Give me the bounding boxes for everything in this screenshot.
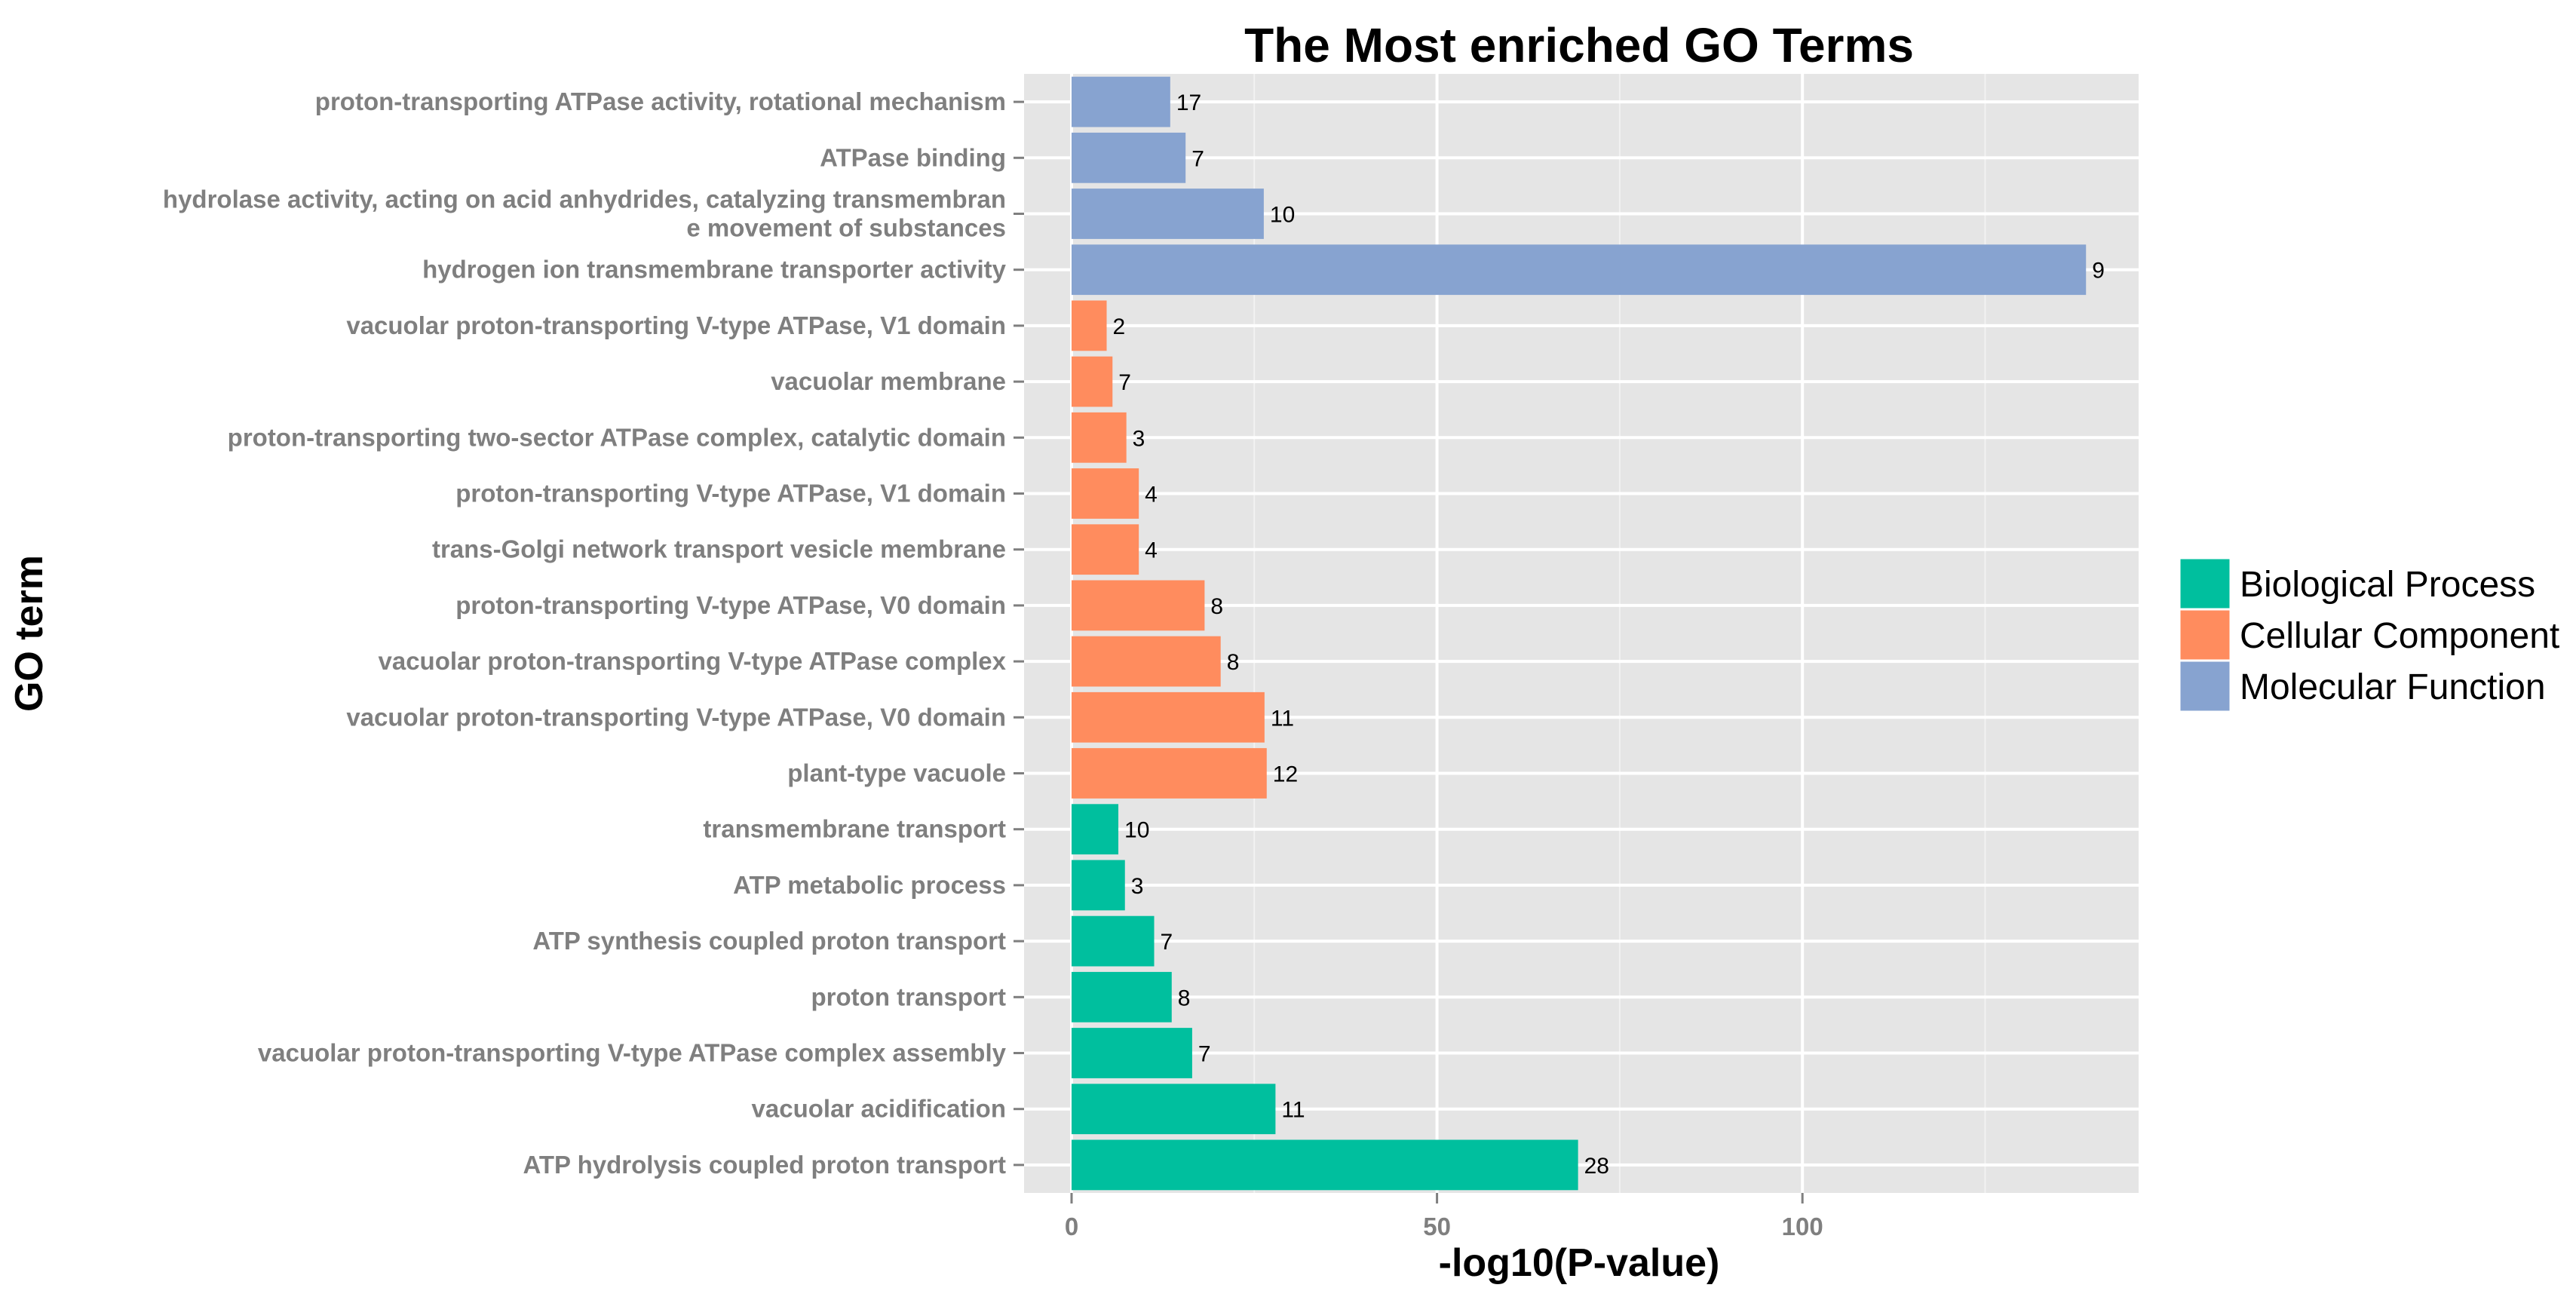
category-label: transmembrane transport — [703, 815, 1006, 843]
category-label-line: hydrolase activity, acting on acid anhyd… — [163, 186, 1006, 213]
category-label: plant-type vacuole — [787, 759, 1006, 787]
y-axis-title: GO term — [8, 555, 51, 712]
legend: Biological Process Cellular Component Mole… — [2178, 557, 2559, 713]
bar — [1071, 1139, 1578, 1191]
count-label: 28 — [1584, 1154, 1609, 1179]
bar — [1071, 356, 1113, 407]
count-label: 11 — [1271, 706, 1294, 731]
count-label: 7 — [1198, 1042, 1211, 1067]
bar — [1071, 915, 1155, 967]
x-tick-label: 100 — [1782, 1213, 1823, 1240]
category-label: vacuolar proton-transporting V-type ATPa… — [346, 311, 1006, 339]
plot-panel — [1024, 74, 2139, 1193]
category-label: vacuolar proton-transporting V-type ATPa… — [379, 647, 1007, 675]
x-tick-label: 0 — [1065, 1213, 1078, 1240]
legend-label: Molecular Function — [2240, 667, 2546, 707]
x-tick-label: 50 — [1423, 1213, 1451, 1240]
count-label: 3 — [1133, 426, 1145, 451]
category-label: vacuolar acidification — [752, 1095, 1006, 1123]
count-label: 8 — [1178, 986, 1191, 1010]
legend-key — [2178, 557, 2232, 611]
category-label: vacuolar proton-transporting V-type ATPa… — [258, 1039, 1007, 1067]
legend-label: Cellular Component — [2240, 616, 2559, 656]
count-label: 11 — [1281, 1098, 1305, 1123]
category-label: vacuolar proton-transporting V-type ATPa… — [346, 703, 1006, 731]
count-label: 8 — [1210, 594, 1223, 619]
bar — [1071, 300, 1107, 351]
category-label: proton-transporting two-sector ATPase co… — [228, 423, 1006, 451]
category-label: ATP hydrolysis coupled proton transport — [523, 1151, 1006, 1179]
count-label: 2 — [1113, 314, 1126, 339]
category-label: proton-transporting V-type ATPase, V0 do… — [455, 591, 1006, 619]
bar — [1071, 132, 1186, 183]
x-axis-title: -log10(P-value) — [1439, 1241, 1720, 1285]
category-labels: proton-transporting ATPase activity, rot… — [163, 87, 1024, 1179]
category-label: trans-Golgi network transport vesicle me… — [432, 535, 1006, 563]
category-label: hydrolase activity, acting on acid anhyd… — [163, 186, 1006, 242]
category-label: hydrogen ion transmembrane transporter a… — [422, 256, 1007, 284]
bar — [1071, 76, 1170, 127]
bar — [1071, 971, 1172, 1023]
bar-group — [1071, 76, 2087, 1191]
chart-title: The Most enriched GO Terms — [1244, 18, 1914, 72]
bar — [1071, 580, 1205, 631]
x-axis-ticks: 0 50 100 — [1065, 1193, 1823, 1240]
count-label: 12 — [1273, 762, 1298, 787]
count-label: 4 — [1145, 483, 1158, 507]
bar — [1071, 1084, 1276, 1135]
category-label: ATP synthesis coupled proton transport — [532, 927, 1006, 955]
category-label-line: e movement of substances — [686, 214, 1006, 242]
legend-key — [2178, 608, 2232, 662]
category-label: proton-transporting ATPase activity, rot… — [315, 87, 1006, 115]
count-label: 3 — [1131, 874, 1144, 899]
legend-key — [2178, 659, 2232, 713]
count-label: 17 — [1176, 90, 1201, 115]
bar — [1071, 804, 1119, 855]
bar — [1071, 189, 1264, 239]
count-label: 7 — [1161, 930, 1173, 955]
category-label: ATP metabolic process — [733, 871, 1006, 899]
count-label: 7 — [1191, 146, 1204, 171]
category-label: vacuolar membrane — [771, 367, 1006, 395]
bar — [1071, 748, 1267, 799]
bar — [1071, 524, 1139, 575]
legend-label: Biological Process — [2240, 565, 2535, 605]
count-label: 9 — [2092, 259, 2105, 284]
data-labels: 17 7 10 9 2 7 3 4 4 8 8 11 12 10 3 7 8 7 11 28 — [1113, 90, 2105, 1179]
count-label: 10 — [1270, 203, 1295, 228]
bar — [1071, 468, 1139, 519]
category-label: proton transport — [811, 983, 1006, 1010]
bar — [1071, 244, 2087, 296]
bar — [1071, 636, 1221, 687]
count-label: 4 — [1145, 538, 1158, 563]
bar — [1071, 1028, 1192, 1078]
count-label: 7 — [1118, 370, 1131, 395]
count-label: 8 — [1227, 650, 1240, 675]
count-label: 10 — [1124, 818, 1149, 843]
category-label: proton-transporting V-type ATPase, V1 do… — [455, 480, 1006, 507]
bar — [1071, 412, 1127, 463]
bar — [1071, 691, 1265, 743]
bar — [1071, 860, 1125, 911]
category-label: ATPase binding — [820, 143, 1006, 171]
